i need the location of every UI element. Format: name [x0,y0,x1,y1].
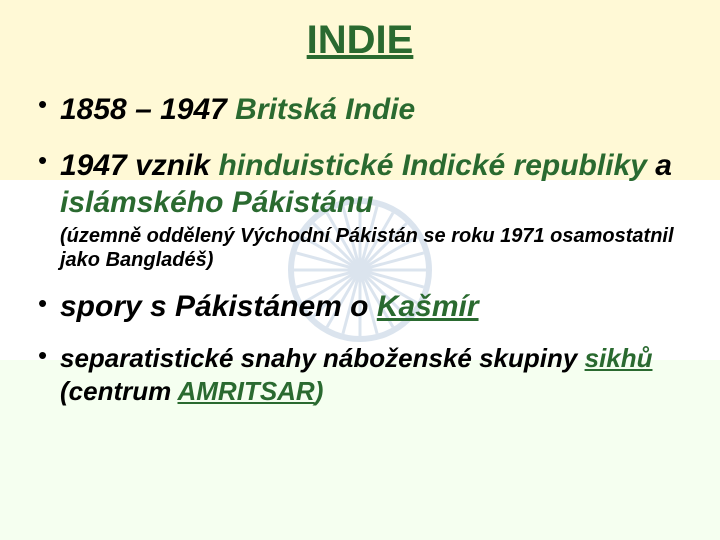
text-span: spory s Pákistánem o [60,290,377,323]
slide-title: INDIE [30,18,690,63]
list-item: separatistické snahy náboženské skupiny … [30,342,690,410]
text-span: ) [315,376,324,406]
bullet-text: 1947 vznik hinduistické Indické republik… [60,147,690,222]
bullet-text: spory s Pákistánem o Kašmír [60,290,690,324]
text-link: AMRITSAR [178,376,315,406]
text-span: a [647,149,672,182]
text-span: 1947 [60,149,135,182]
bullet-list: 1858 – 1947 Britská Indie 1947 vznik hin… [30,91,690,409]
text-accent: islámského Pákistánu [60,186,373,219]
text-span: 1858 – 1947 [60,93,235,126]
text-span: (centrum [60,376,178,406]
slide-content: INDIE 1858 – 1947 Britská Indie 1947 vzn… [0,0,720,409]
text-span: separatistické snahy náboženské skupiny [60,343,585,373]
bullet-text: 1858 – 1947 Britská Indie [60,91,690,129]
text-link: sikhů [585,343,653,373]
text-link: Kašmír [377,290,479,323]
text-accent: Britská Indie [235,93,415,126]
list-item: spory s Pákistánem o Kašmír [30,290,690,324]
text-accent: hinduistické Indické republiky [218,149,646,182]
bullet-text: separatistické snahy náboženské skupiny … [60,342,690,410]
list-item: 1858 – 1947 Britská Indie [30,91,690,129]
list-item: 1947 vznik hinduistické Indické republik… [30,147,690,272]
bullet-subtext: (územně oddělený Východní Pákistán se ro… [60,224,690,272]
text-span: vznik [135,149,218,182]
